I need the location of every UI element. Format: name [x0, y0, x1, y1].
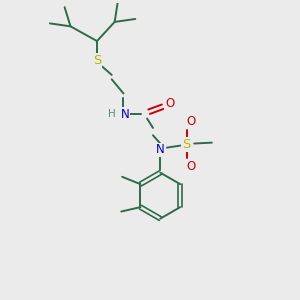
Text: S: S — [183, 138, 191, 151]
Text: H: H — [108, 109, 116, 119]
Text: N: N — [156, 143, 165, 157]
Text: N: N — [121, 108, 129, 121]
Text: O: O — [187, 160, 196, 173]
Text: O: O — [165, 97, 174, 110]
Text: O: O — [187, 115, 196, 128]
Text: S: S — [93, 54, 101, 67]
